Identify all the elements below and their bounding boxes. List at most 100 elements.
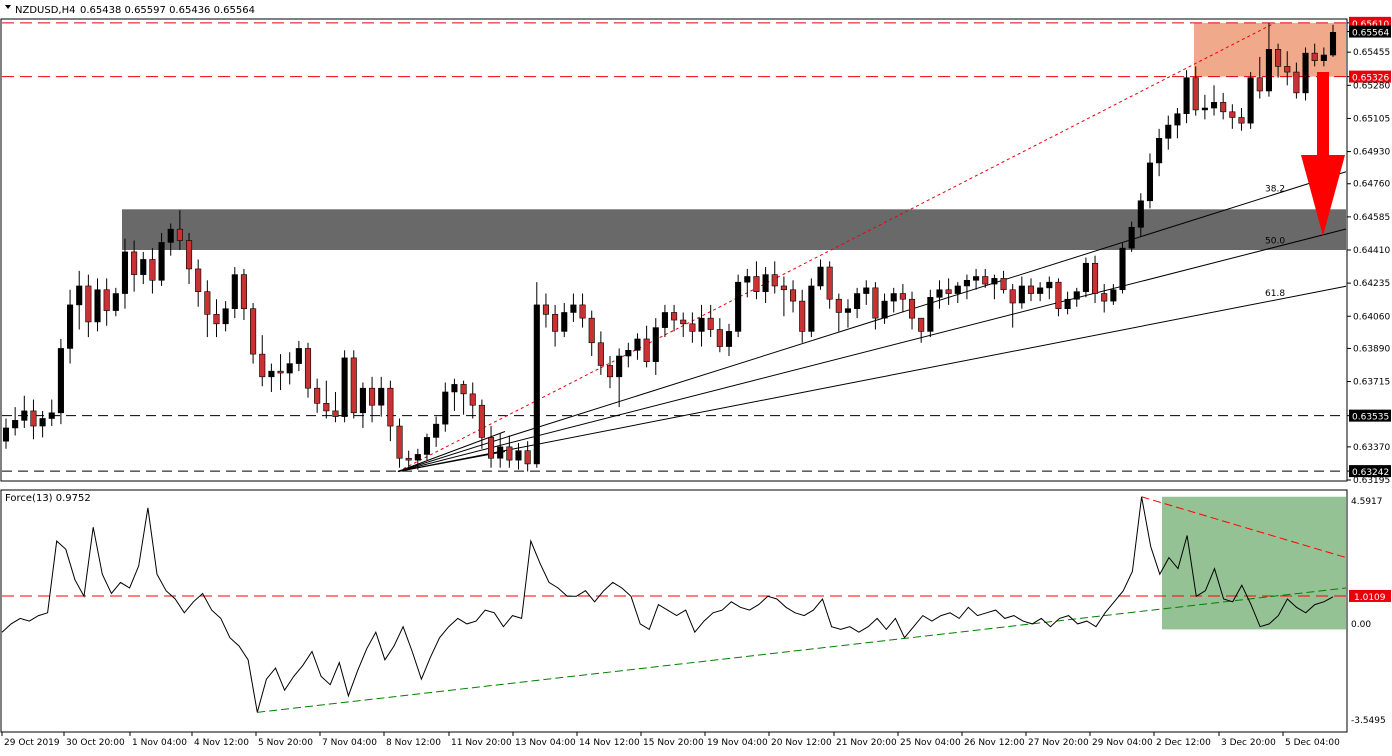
collapse-triangle-icon[interactable] (5, 5, 11, 9)
candle-body (872, 287, 879, 319)
candle-body (1302, 52, 1309, 94)
price-axis-label: 0.65105 (1353, 114, 1390, 124)
candle-body (1192, 77, 1199, 111)
candle-body (369, 387, 376, 406)
fan-baseline-line (397, 22, 1276, 472)
candle-body (167, 228, 174, 243)
candle-body (1027, 285, 1035, 294)
candle-body (927, 297, 934, 332)
price-tag-box (1349, 70, 1391, 83)
candle-body (1073, 291, 1080, 300)
candle-body (835, 298, 842, 313)
candle-body (1238, 117, 1245, 124)
candle-body (735, 281, 742, 332)
candle-body (1156, 138, 1163, 164)
candle-body (1000, 278, 1007, 291)
candle-body (936, 289, 943, 298)
time-axis-label: 27 Nov 20:00 (1028, 738, 1089, 748)
time-axis-label: 11 Nov 20:00 (451, 738, 512, 748)
candle-body (1275, 49, 1282, 67)
candle-body (1046, 281, 1053, 289)
candle-body (304, 348, 312, 389)
candle-body (515, 450, 522, 461)
fan-line (397, 228, 1347, 472)
candle-body (570, 304, 577, 313)
price-axis-label: 0.64235 (1353, 279, 1390, 289)
candle-body (12, 420, 19, 429)
force-level-label: 1.0109 (1354, 593, 1386, 603)
time-axis-label: 29 Nov 04:00 (1092, 738, 1153, 748)
candle-body (423, 437, 431, 455)
price-tag-box (1349, 409, 1391, 422)
candle-body (1229, 111, 1236, 118)
fan-line (397, 285, 1347, 472)
price-tag-box (1349, 25, 1391, 38)
candle-body (625, 350, 632, 357)
candle-body (149, 259, 156, 281)
candle-body (57, 348, 64, 414)
candle-body (213, 314, 220, 325)
force-axis-label: -3.5495 (1351, 716, 1386, 726)
candle-body (85, 285, 92, 323)
candle-body (524, 450, 531, 465)
time-axis-label: 29 Oct 2019 (4, 738, 60, 748)
candle-body (250, 308, 257, 355)
candle-body (973, 276, 980, 281)
candle-body (863, 287, 870, 294)
force-index-layer: 4.5917 1.0109 0.00 -3.5495 (1, 496, 1391, 726)
candle-body (982, 276, 989, 285)
candle-body (469, 393, 476, 406)
candle-body (1201, 107, 1208, 111)
candle-body (716, 329, 723, 347)
candle-body (185, 240, 193, 270)
candle-body (1137, 200, 1144, 228)
candle-body (854, 293, 861, 309)
time-axis-label: 7 Nov 04:00 (322, 738, 377, 748)
price-axis-label: 0.64760 (1353, 180, 1390, 190)
candle-body (1174, 113, 1181, 126)
time-axis-label: 30 Oct 20:00 (66, 738, 125, 748)
time-axis-label: 15 Nov 20:00 (643, 738, 704, 748)
time-axis-label: 1 Nov 04:00 (132, 738, 187, 748)
price-tag-label: 0.65610 (1352, 20, 1389, 30)
candle-body (780, 285, 787, 291)
candle-body (616, 355, 623, 378)
candle-body (1092, 262, 1099, 294)
candle-body (652, 327, 659, 362)
price-tag-label: 0.63535 (1352, 413, 1389, 423)
candle-body (698, 317, 705, 332)
candle-body (112, 293, 119, 311)
candle-body (323, 403, 330, 412)
candle-body (478, 404, 485, 438)
candle-body (890, 293, 897, 302)
candle-body (1110, 289, 1117, 302)
candle-body (332, 410, 339, 417)
price-axis-label: 0.65280 (1353, 81, 1390, 91)
candle-body (634, 338, 641, 351)
candle-body (277, 370, 284, 374)
candle-body (442, 391, 449, 425)
candle-body (1210, 102, 1218, 109)
candle-body (433, 423, 440, 438)
time-axis-label: 13 Nov 04:00 (515, 738, 576, 748)
candle-body (131, 251, 138, 275)
price-tag-label: 0.65564 (1352, 29, 1389, 39)
levels-layer (2, 22, 1346, 472)
time-axis-label: 3 Dec 20:00 (1221, 738, 1276, 748)
candle-body (341, 357, 348, 417)
candle-body (661, 312, 668, 328)
price-axis-label: 0.64585 (1353, 213, 1390, 223)
candle-body (954, 285, 961, 294)
candle-body (963, 279, 970, 287)
candle-body (176, 228, 183, 241)
candle-body (817, 266, 824, 287)
price-axis-label: 0.63715 (1353, 378, 1390, 388)
candle-body (350, 357, 357, 414)
candle-body (39, 418, 46, 427)
candle-body (744, 276, 751, 283)
fan-line (397, 431, 506, 472)
candle-body (643, 338, 650, 362)
